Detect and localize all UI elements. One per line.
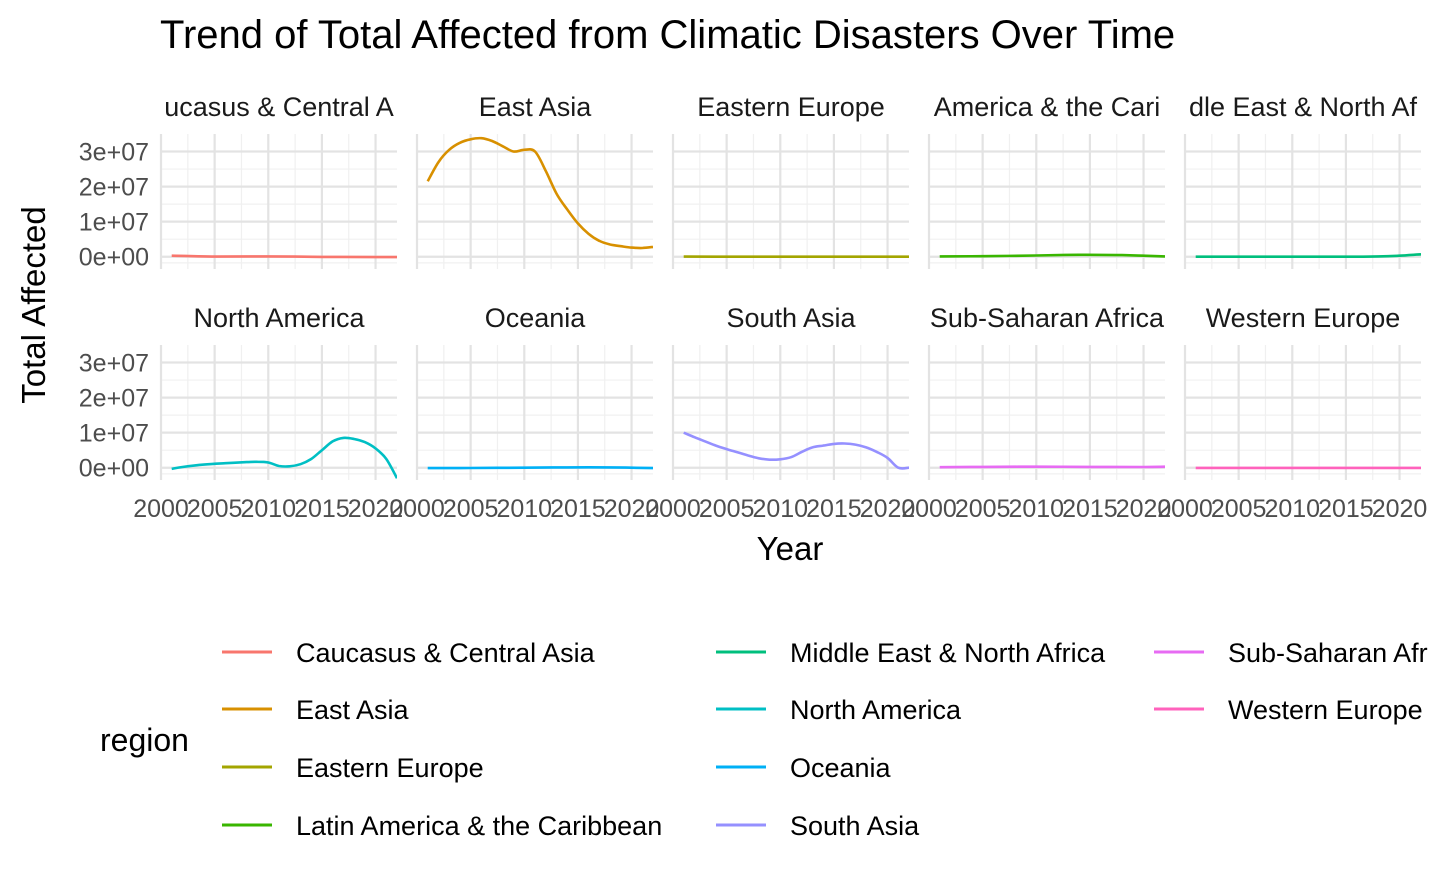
x-tick-label: 2005 <box>699 495 755 523</box>
facet-strip-label: America & the Cari <box>934 92 1161 122</box>
facet-strip-label: dle East & North Af <box>1189 92 1418 122</box>
x-axis-title: Year <box>757 530 824 567</box>
x-tick-label: 2020 <box>1116 495 1172 523</box>
x-tick-label: 2010 <box>240 495 296 523</box>
facet-strip-label: Sub-Saharan Africa <box>930 303 1165 333</box>
facet-panel: East Asia <box>415 92 653 269</box>
x-tick-label: 2000 <box>133 495 189 523</box>
x-tick-label: 2015 <box>550 495 606 523</box>
legend-label: East Asia <box>296 695 410 725</box>
series-line <box>427 466 653 470</box>
y-tick-label: 0e+00 <box>79 244 149 272</box>
x-tick-label: 2000 <box>901 495 957 523</box>
legend-item: Eastern Europe <box>222 753 484 783</box>
facet-strip-label: Oceania <box>485 303 587 333</box>
legend-label: Eastern Europe <box>296 753 484 783</box>
x-tick-label: 2000 <box>645 495 701 523</box>
x-tick-label: 2015 <box>294 495 350 523</box>
facet-strip-label: South Asia <box>726 303 856 333</box>
legend-label: Sub-Saharan Afr <box>1228 638 1428 668</box>
y-tick-label: 1e+07 <box>79 420 149 448</box>
facet-panel: ucasus & Central A 0e+00 1e+07 2e+07 3e+07 <box>79 92 397 272</box>
x-tick-label: 2010 <box>752 495 808 523</box>
legend-item: Western Europe <box>1154 695 1423 725</box>
facet-strip-label: East Asia <box>479 92 593 122</box>
x-tick-label: 2000 <box>1157 495 1213 523</box>
y-tick-label: 3e+07 <box>79 139 149 167</box>
x-tick-label: 2005 <box>955 495 1011 523</box>
x-tick-label: 2020 <box>1372 495 1428 523</box>
facet-panel: Eastern Europe <box>671 92 909 269</box>
series-line <box>683 431 909 470</box>
facet-panel: America & the Cari <box>927 92 1165 269</box>
x-tick-label: 2020 <box>348 495 404 523</box>
x-tick-label: 2015 <box>1062 495 1118 523</box>
x-tick-label: 2015 <box>806 495 862 523</box>
x-tick-label: 2005 <box>187 495 243 523</box>
legend-label: North America <box>790 695 962 725</box>
legend-item: North America <box>716 695 962 725</box>
facet-strip-label: Western Europe <box>1206 303 1401 333</box>
legend-title: region <box>100 722 189 758</box>
legend-label: Oceania <box>790 753 892 783</box>
facet-strip-label: ucasus & Central A <box>164 92 394 122</box>
legend: region Caucasus & Central Asia East Asia E… <box>100 638 1428 841</box>
x-tick-label: 2020 <box>860 495 916 523</box>
x-tick-label: 2010 <box>1264 495 1320 523</box>
facet-panels: ucasus & Central A 0e+00 1e+07 2e+07 3e+07 Ea… <box>79 92 1428 523</box>
legend-item: Caucasus & Central Asia <box>222 638 596 668</box>
y-axis-title: Total Affected <box>15 206 52 404</box>
x-tick-label: 2020 <box>604 495 660 523</box>
legend-label: Middle East & North Africa <box>790 638 1106 668</box>
legend-item: Sub-Saharan Afr <box>1154 638 1428 668</box>
series-line <box>171 254 397 259</box>
legend-label: Latin America & the Caribbean <box>296 811 662 841</box>
y-tick-label: 0e+00 <box>79 455 149 483</box>
x-tick-label: 2010 <box>1008 495 1064 523</box>
series-line <box>426 136 653 250</box>
y-tick-label: 2e+07 <box>79 385 149 413</box>
series-line <box>171 436 397 479</box>
x-tick-label: 2010 <box>496 495 552 523</box>
y-tick-label: 2e+07 <box>79 174 149 202</box>
chart-title: Trend of Total Affected from Climatic Di… <box>160 13 1175 57</box>
legend-label: Caucasus & Central Asia <box>296 638 596 668</box>
x-tick-label: 2000 <box>389 495 445 523</box>
series-line <box>939 465 1165 469</box>
y-tick-label: 3e+07 <box>79 350 149 378</box>
facet-strip-label: North America <box>193 303 365 333</box>
legend-label: South Asia <box>790 811 920 841</box>
series-line <box>939 253 1165 258</box>
series-line <box>1195 253 1421 259</box>
legend-item: Oceania <box>716 753 892 783</box>
x-tick-label: 2005 <box>1211 495 1267 523</box>
facet-panel: North America 0e+00 1e+07 2e+07 3e+07 2000200… <box>79 303 404 523</box>
legend-items: Caucasus & Central Asia East Asia Eastern … <box>222 638 1428 841</box>
facet-strip-label: Eastern Europe <box>697 92 885 122</box>
y-tick-label: 1e+07 <box>79 209 149 237</box>
legend-item: Latin America & the Caribbean <box>222 811 662 841</box>
legend-item: Middle East & North Africa <box>716 638 1106 668</box>
legend-label: Western Europe <box>1228 695 1423 725</box>
x-tick-label: 2015 <box>1318 495 1374 523</box>
x-tick-label: 2005 <box>443 495 499 523</box>
legend-item: South Asia <box>716 811 920 841</box>
legend-item: East Asia <box>222 695 410 725</box>
facet-panel: dle East & North Af <box>1183 92 1421 269</box>
